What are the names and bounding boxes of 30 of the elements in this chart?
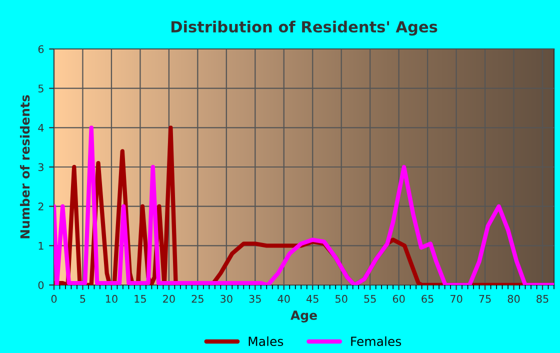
x-tick-label: 20 — [163, 294, 175, 303]
y-tick-label: 2 — [38, 202, 44, 210]
x-tick-label: 10 — [106, 294, 118, 303]
x-tick-label: 15 — [134, 295, 146, 303]
x-tick-label: 5 — [80, 295, 86, 303]
x-tick-label: 35 — [249, 294, 261, 303]
x-tick-label: 65 — [422, 294, 434, 303]
x-tick-label: 60 — [392, 294, 405, 303]
x-tick-label: 0 — [51, 294, 57, 303]
y-tick-label: 6 — [38, 45, 44, 54]
x-axis-title: Age — [290, 310, 317, 322]
x-tick-label: 80 — [508, 294, 520, 303]
x-tick-label: 75 — [479, 295, 491, 303]
y-axis-title: Number of residents — [20, 95, 30, 238]
chart-title: Distribution of Residents' Ages — [171, 20, 438, 36]
y-tick-label: 5 — [38, 84, 44, 92]
legend-label: Females — [351, 336, 402, 346]
x-tick-label: 55 — [364, 295, 376, 303]
y-tick-label: 1 — [38, 242, 44, 250]
y-tick-label: 4 — [38, 124, 44, 132]
legend-label: Males — [248, 336, 284, 346]
y-tick-label: 3 — [38, 163, 44, 172]
y-tick-label: 0 — [38, 281, 44, 290]
x-tick-label: 70 — [450, 294, 462, 303]
x-tick-label: 40 — [278, 294, 290, 303]
x-tick-label: 45 — [306, 295, 318, 303]
x-tick-label: 25 — [192, 294, 204, 303]
x-tick-label: 50 — [336, 294, 348, 303]
x-tick-label: 30 — [220, 294, 232, 303]
x-tick-label: 85 — [536, 294, 548, 303]
